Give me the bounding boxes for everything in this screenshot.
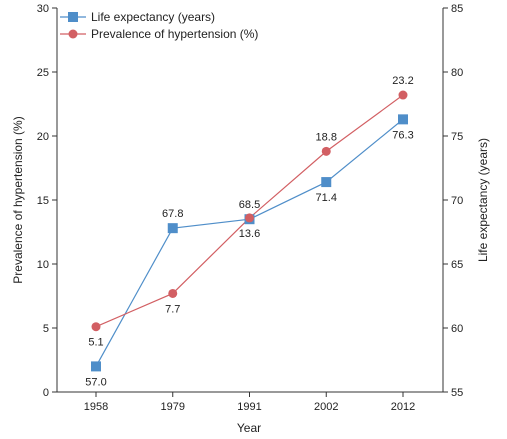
left-tick-label: 25	[37, 67, 49, 79]
data-label-hypertension: 23.2	[392, 75, 413, 87]
right-tick-label: 60	[451, 323, 463, 335]
x-ticks: 1958 1979 1991 2002 2012	[84, 392, 415, 413]
right-tick-label: 55	[451, 387, 463, 399]
right-tick-label: 65	[451, 259, 463, 271]
right-y-axis-title: Life expectancy (years)	[476, 138, 490, 262]
right-tick-label: 80	[451, 67, 463, 79]
legend-circle-marker	[68, 29, 78, 39]
x-axis-title: Year	[237, 421, 261, 435]
x-tick-label: 2002	[314, 401, 338, 413]
legend-square-marker	[68, 12, 78, 22]
point-hypertension	[321, 146, 331, 156]
right-y-ticks: 55 60 65 70 75 80 85	[443, 3, 463, 399]
data-label-life-expectancy: 67.8	[162, 208, 183, 220]
point-life-expectancy	[91, 361, 101, 372]
point-life-expectancy	[321, 177, 332, 188]
left-tick-label: 10	[37, 259, 49, 271]
legend-entry-hypertension: Prevalence of hypertension (%)	[60, 27, 258, 41]
left-tick-label: 20	[37, 131, 49, 143]
left-tick-label: 0	[43, 387, 49, 399]
point-hypertension	[168, 288, 178, 298]
data-label-life-expectancy: 57.0	[85, 376, 106, 388]
left-y-axis-title: Prevalence of hypertension (%)	[11, 116, 25, 283]
x-tick-label: 2012	[391, 401, 415, 413]
right-tick-label: 75	[451, 131, 463, 143]
legend: Life expectancy (years) Prevalence of hy…	[60, 10, 258, 41]
right-tick-label: 70	[451, 195, 463, 207]
point-life-expectancy	[398, 114, 408, 125]
x-tick-label: 1979	[161, 401, 185, 413]
point-hypertension	[398, 90, 408, 100]
data-label-hypertension: 13.6	[239, 228, 260, 240]
left-y-ticks: 0 5 10 15 20 25 30	[37, 3, 57, 399]
x-tick-label: 1958	[84, 401, 108, 413]
right-tick-label: 85	[451, 3, 463, 15]
series-layer: 57.0 67.8 68.5 71.4 76.3 5.1 7.7 13.6 18.8 23.2	[85, 75, 413, 388]
legend-label-life-expectancy: Life expectancy (years)	[91, 10, 215, 24]
series-line-life-expectancy	[95, 118, 404, 367]
data-label-hypertension: 7.7	[165, 303, 180, 315]
data-label-life-expectancy: 71.4	[316, 192, 337, 204]
point-hypertension	[91, 322, 101, 332]
left-tick-label: 15	[37, 195, 49, 207]
legend-entry-life-expectancy: Life expectancy (years)	[60, 10, 215, 24]
point-life-expectancy	[167, 223, 178, 234]
x-tick-label: 1991	[237, 401, 261, 413]
legend-label-hypertension: Prevalence of hypertension (%)	[91, 27, 258, 41]
data-label-hypertension: 18.8	[316, 131, 337, 143]
left-tick-label: 5	[43, 323, 49, 335]
left-tick-label: 30	[37, 3, 49, 15]
data-label-hypertension: 5.1	[88, 337, 103, 349]
data-label-life-expectancy: 76.3	[392, 129, 413, 141]
point-hypertension	[245, 213, 254, 223]
data-label-life-expectancy: 68.5	[239, 199, 260, 211]
